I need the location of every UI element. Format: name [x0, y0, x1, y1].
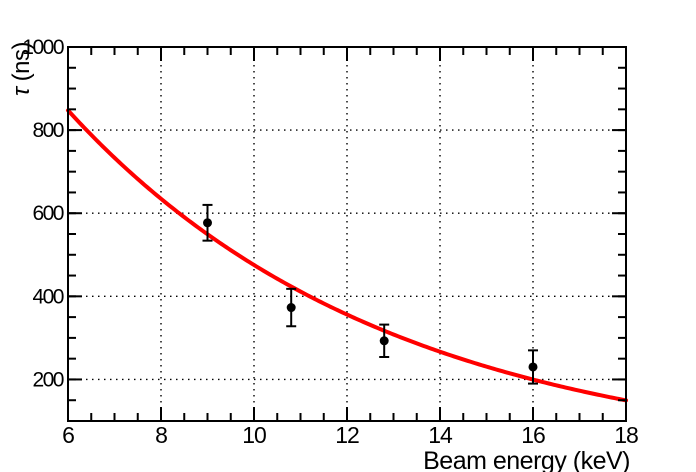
y-axis-title-units: (ns)	[8, 42, 35, 88]
data-point	[286, 303, 296, 313]
data-point	[528, 362, 538, 372]
y-tick-label: 200	[32, 368, 63, 391]
x-tick-label: 16	[521, 422, 545, 448]
x-tick-label: 12	[335, 422, 359, 448]
fit-curve	[66, 108, 628, 403]
y-tick-label: 1000	[22, 36, 64, 59]
plot-frame	[67, 46, 627, 422]
data-point	[203, 218, 212, 228]
x-axis-title: Beam energy (keV)	[423, 447, 630, 472]
x-tick-label: 14	[428, 422, 453, 448]
x-tick-label: 10	[242, 422, 266, 448]
x-tick-label: 18	[614, 422, 638, 448]
y-axis-title: τ (ns)	[8, 24, 35, 114]
y-tick-label: 800	[32, 119, 63, 142]
x-tick-label: 6	[62, 422, 74, 448]
y-tick-label: 400	[32, 285, 63, 308]
data-point	[379, 336, 389, 346]
x-tick-label: 8	[155, 422, 167, 448]
y-tick-label: 600	[32, 202, 63, 225]
y-axis-title-symbol: τ	[8, 87, 35, 96]
